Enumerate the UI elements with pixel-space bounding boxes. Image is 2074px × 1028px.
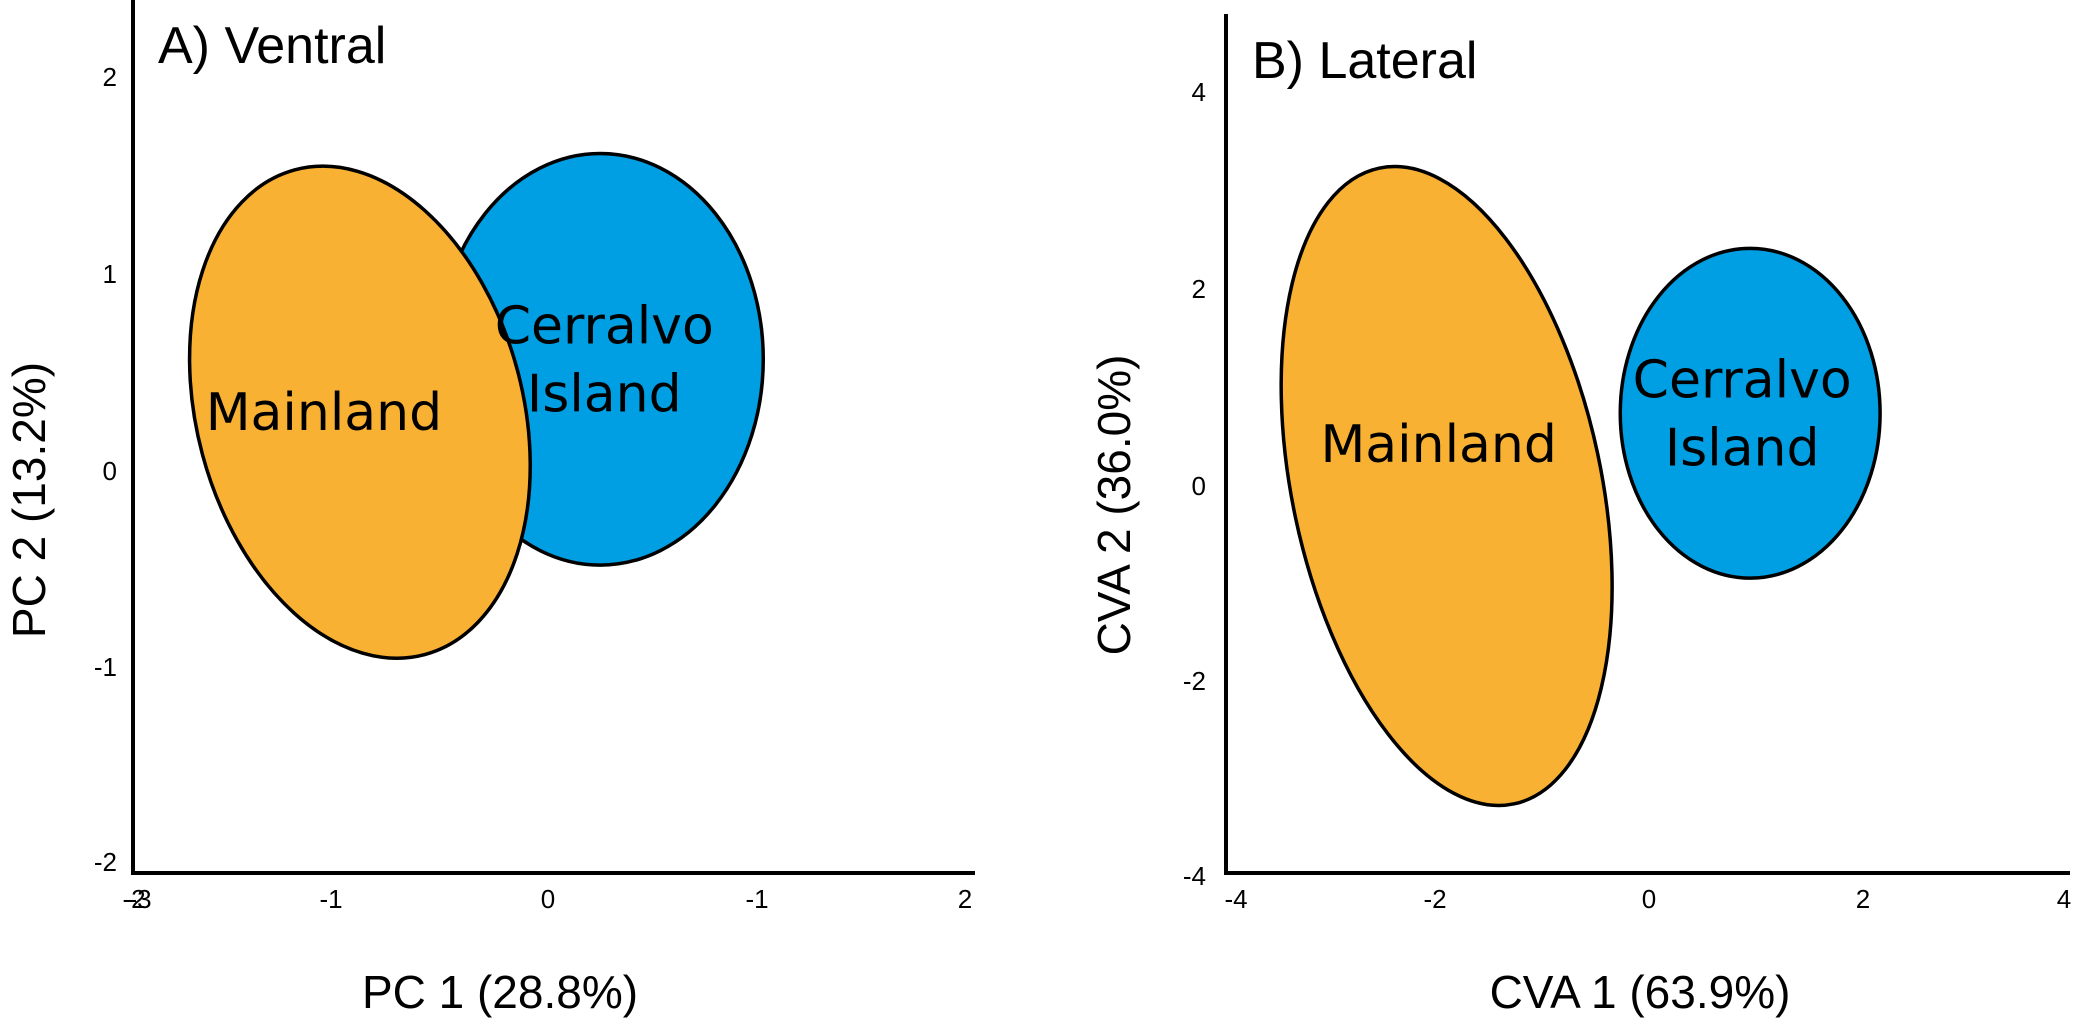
x-tick-label: -3 [128,884,151,914]
y-tick-label: -2 [94,847,117,877]
x-tick-label: 0 [1642,884,1656,914]
group-label: Mainland [206,383,442,443]
x-tick-label: 4 [2057,884,2071,914]
y-tick-label: -4 [1183,861,1206,891]
x-tick-label: -2 [1423,884,1446,914]
x-tick-label: -1 [745,884,768,914]
mainland-ellipse [187,164,532,660]
y-tick-label: 1 [103,259,117,289]
y-tick-label: 0 [103,456,117,486]
group-label: Island [527,364,682,424]
y-tick-label: 2 [103,62,117,92]
x-tick-label: -4 [1224,884,1247,914]
x-tick-label: 2 [1856,884,1870,914]
panel-title: B) Lateral [1252,32,1477,90]
cerralvo-island-ellipse [1618,246,1882,580]
panel-title: A) Ventral [158,17,386,75]
x-axis-title: CVA 1 (63.9%) [1490,966,1791,1018]
x-tick-label: 0 [541,884,555,914]
x-axis-title: PC 1 (28.8%) [362,966,638,1018]
y-axis-title: PC 2 (13.2%) [3,362,55,638]
group-label: Cerralvo [1633,350,1852,410]
y-tick-label: 2 [1192,274,1206,304]
y-tick-label: 0 [1192,471,1206,501]
y-axis-title: CVA 2 (36.0%) [1088,355,1140,656]
x-tick-label: -2 [122,884,145,914]
x-tick-label: -1 [319,884,342,914]
y-tick-label: -2 [1183,666,1206,696]
group-label: Mainland [1320,415,1556,475]
panel-lateral: Mainland Cerralvo Island -4 -2 0 2 4 4 2 0 -2 -4 B) L… [1088,14,2071,1018]
group-label: Island [1665,418,1820,478]
group-label: Cerralvo [495,296,714,356]
x-tick-label: 2 [958,884,972,914]
y-tick-label: -1 [94,652,117,682]
y-tick-label: 4 [1192,77,1206,107]
mainland-ellipse [1279,164,1614,808]
